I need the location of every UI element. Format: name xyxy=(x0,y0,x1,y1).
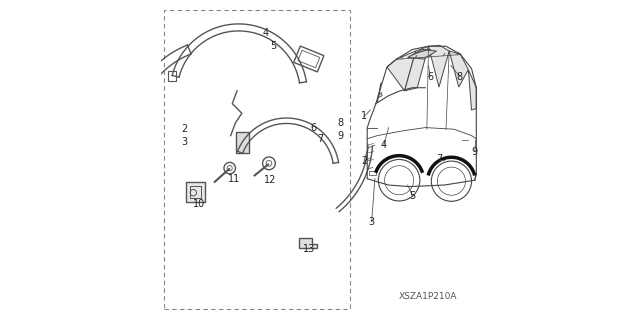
Text: 9: 9 xyxy=(338,130,344,141)
Text: 4: 4 xyxy=(381,140,387,150)
Text: 7: 7 xyxy=(317,134,323,144)
Bar xyxy=(236,132,249,153)
Text: XSZA1P210A: XSZA1P210A xyxy=(399,292,458,301)
FancyBboxPatch shape xyxy=(186,182,205,202)
Bar xyxy=(164,10,350,309)
Text: 13: 13 xyxy=(303,244,315,254)
Text: 10: 10 xyxy=(193,199,205,209)
Bar xyxy=(369,171,376,175)
Text: 5: 5 xyxy=(410,191,415,201)
Polygon shape xyxy=(468,70,476,110)
Text: 4: 4 xyxy=(262,28,269,39)
Text: 5: 5 xyxy=(271,41,277,51)
Polygon shape xyxy=(387,51,416,91)
Text: 3: 3 xyxy=(181,137,188,147)
Polygon shape xyxy=(300,238,317,248)
Text: 7: 7 xyxy=(436,154,443,165)
Bar xyxy=(236,132,249,153)
Text: 2: 2 xyxy=(181,124,188,134)
Polygon shape xyxy=(449,51,468,87)
Text: 6: 6 xyxy=(427,71,433,82)
Bar xyxy=(168,71,176,81)
Text: 6: 6 xyxy=(310,122,317,133)
Polygon shape xyxy=(408,49,436,59)
Text: 8: 8 xyxy=(457,71,463,82)
Polygon shape xyxy=(378,93,382,97)
Text: 3: 3 xyxy=(369,217,375,227)
Text: 2: 2 xyxy=(361,156,367,166)
Text: 11: 11 xyxy=(228,174,240,184)
Text: 12: 12 xyxy=(264,175,276,185)
Text: 8: 8 xyxy=(338,118,344,128)
Text: 9: 9 xyxy=(472,146,478,157)
Polygon shape xyxy=(428,45,449,87)
Polygon shape xyxy=(404,46,428,91)
Text: 1: 1 xyxy=(361,111,367,122)
